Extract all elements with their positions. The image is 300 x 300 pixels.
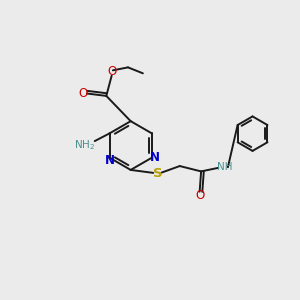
Text: NH$_2$: NH$_2$: [74, 138, 95, 152]
Text: O: O: [108, 65, 117, 78]
Text: N: N: [105, 154, 115, 166]
Text: S: S: [153, 167, 162, 180]
Text: O: O: [79, 87, 88, 100]
Text: N: N: [150, 151, 161, 164]
Text: NH: NH: [217, 162, 232, 172]
Text: O: O: [195, 189, 204, 202]
